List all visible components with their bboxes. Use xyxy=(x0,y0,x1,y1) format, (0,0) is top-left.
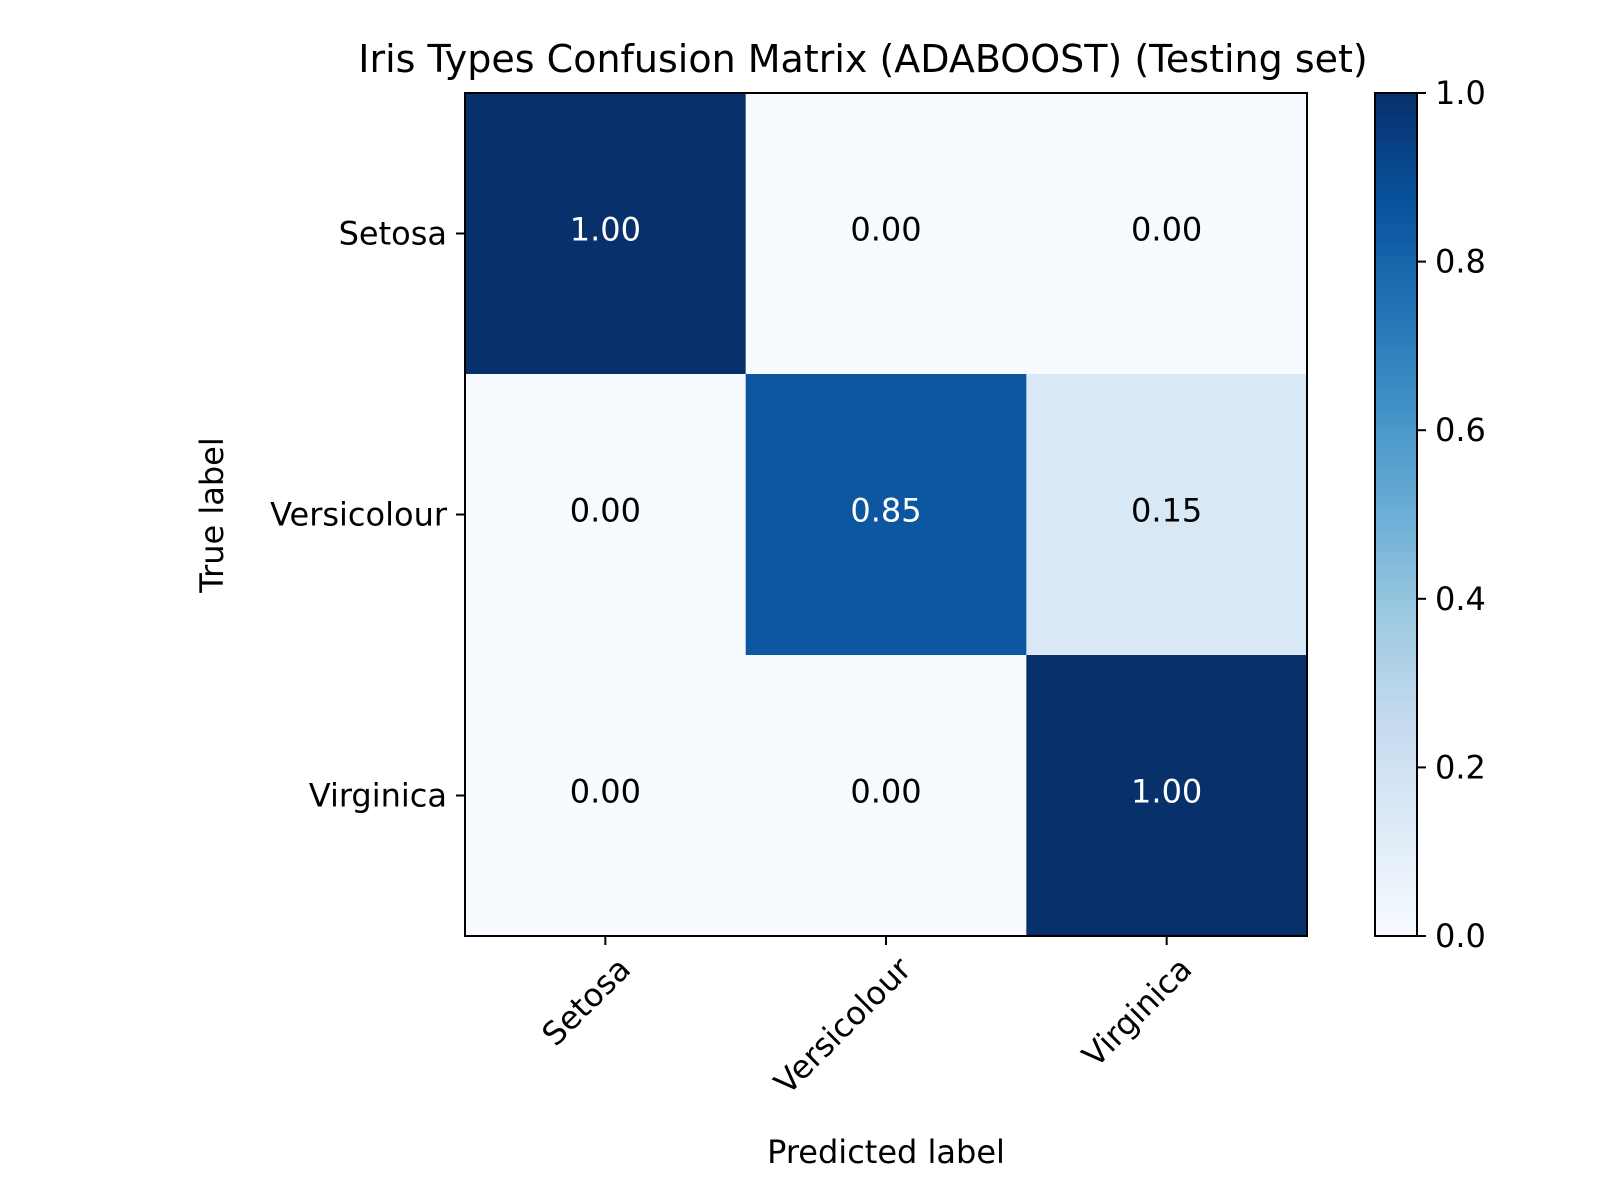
x-tick-label-virginica: Virginica xyxy=(1075,950,1200,1075)
x-tick-label-versicolour: Versicolour xyxy=(767,949,920,1102)
colorbar-tick-label: 0.4 xyxy=(1435,580,1486,618)
chart-title: Iris Types Confusion Matrix (ADABOOST) (… xyxy=(358,37,1368,81)
heatmap-cell-2-0 xyxy=(465,655,747,937)
heatmap-cell-1-0 xyxy=(465,374,747,656)
cell-value-label-0-2: 0.00 xyxy=(1131,211,1202,249)
colorbar-tick-label: 0.2 xyxy=(1435,748,1486,786)
heatmap-cell-0-1 xyxy=(745,93,1027,375)
colorbar xyxy=(1374,92,1418,937)
colorbar-ticks: 0.0 0.2 0.4 0.6 0.8 1.0 xyxy=(1417,74,1486,955)
x-axis-ticks: Setosa Versicolour Virginica xyxy=(534,936,1199,1102)
colorbar-tick-label: 0.6 xyxy=(1435,411,1486,449)
heatmap-cell-2-2 xyxy=(1026,655,1308,937)
heatmap-cell-labels: 1.00 0.00 0.00 0.00 0.85 0.15 0.00 0.00 1.00 xyxy=(570,211,1203,811)
y-tick-label-virginica: Virginica xyxy=(309,777,447,815)
cell-value-label-1-2: 0.15 xyxy=(1131,492,1202,530)
y-tick-label-versicolour: Versicolour xyxy=(270,496,448,534)
colorbar-tick-label: 0.8 xyxy=(1435,243,1486,281)
cell-value-label-2-2: 1.00 xyxy=(1131,773,1202,811)
x-tick-label-setosa: Setosa xyxy=(534,950,638,1054)
y-tick-label-setosa: Setosa xyxy=(339,215,447,253)
y-axis-ticks: Setosa Versicolour Virginica xyxy=(270,215,465,815)
colorbar-tick-label: 1.0 xyxy=(1435,74,1486,112)
cell-value-label-0-0: 1.00 xyxy=(570,211,641,249)
heatmap-cell-0-2 xyxy=(1026,93,1308,375)
heatmap-cell-2-1 xyxy=(745,655,1027,937)
cell-value-label-2-0: 0.00 xyxy=(570,773,641,811)
heatmap-cells xyxy=(465,93,1308,937)
x-axis-label: Predicted label xyxy=(767,1133,1005,1171)
cell-value-label-0-1: 0.00 xyxy=(850,211,921,249)
y-axis-label: True label xyxy=(193,437,231,594)
colorbar-tick-label: 0.0 xyxy=(1435,917,1486,955)
heatmap-cell-1-2 xyxy=(1026,374,1308,656)
heatmap-cell-0-0 xyxy=(465,93,747,375)
cell-value-label-2-1: 0.00 xyxy=(850,773,921,811)
cell-value-label-1-0: 0.00 xyxy=(570,492,641,530)
heatmap-cell-1-1 xyxy=(745,374,1027,656)
cell-value-label-1-1: 0.85 xyxy=(850,492,921,530)
